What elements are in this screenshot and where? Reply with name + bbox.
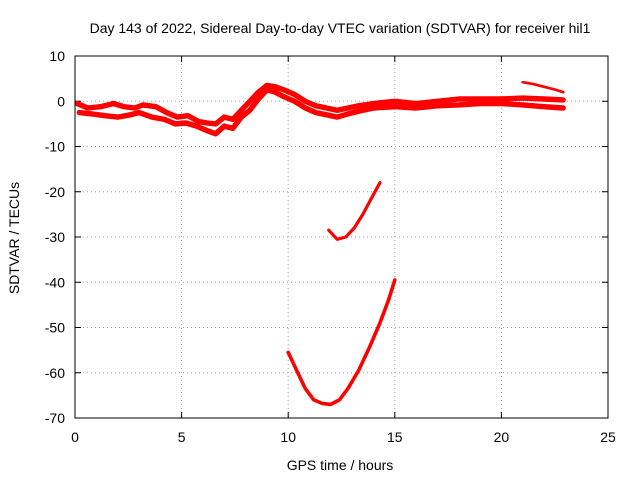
grid-lines [75, 56, 608, 418]
x-tick-label: 5 [178, 429, 186, 445]
y-tick-label: -20 [45, 184, 65, 200]
series-deep-arc [286, 278, 397, 407]
series-main-lower [76, 87, 566, 137]
y-tick-label: -40 [45, 274, 65, 290]
x-tick-label: 20 [494, 429, 510, 445]
series-group [74, 80, 566, 407]
plot-frame [74, 55, 609, 419]
y-tick-label: 0 [57, 93, 65, 109]
y-tick-label: 10 [49, 48, 65, 64]
y-tick-label: -10 [45, 139, 65, 155]
tick-labels: 0 5 10 15 20 25 10 0 -10 -20 -30 -40 -50 -60 -70 [45, 48, 616, 445]
series-main-upper [74, 82, 566, 127]
series-mid-arc [327, 181, 382, 241]
y-tick-label: -50 [45, 320, 65, 336]
series-late-segment [521, 80, 565, 94]
y-axis-label: SDTVAR / TECUs [6, 182, 22, 294]
y-tick-label: -30 [45, 229, 65, 245]
x-axis-label: GPS time / hours [287, 457, 394, 473]
y-tick-label: -70 [45, 410, 65, 426]
y-tick-label: -60 [45, 365, 65, 381]
x-tick-label: 10 [280, 429, 296, 445]
x-tick-label: 25 [600, 429, 616, 445]
x-tick-label: 15 [387, 429, 403, 445]
chart-title: Day 143 of 2022, Sidereal Day-to-day VTE… [90, 20, 591, 36]
x-tick-label: 0 [71, 429, 79, 445]
